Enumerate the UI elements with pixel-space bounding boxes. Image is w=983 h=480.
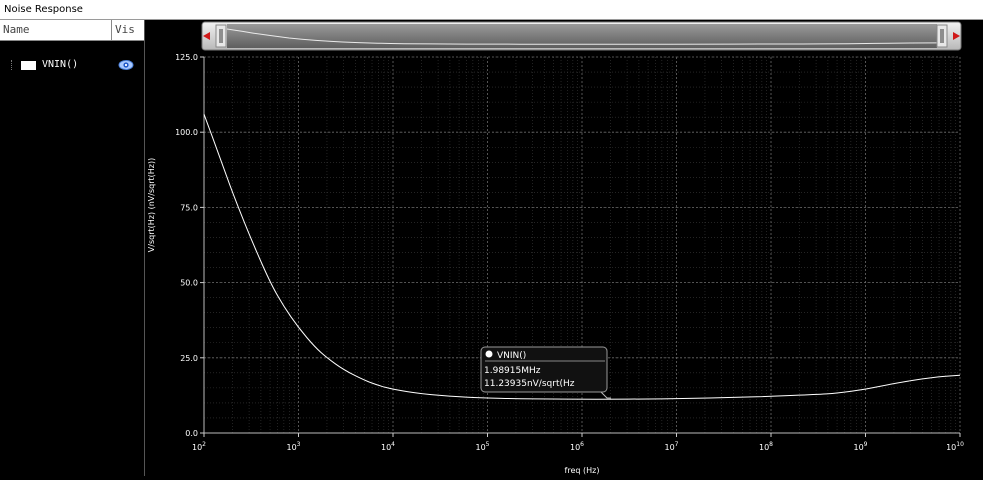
x-tick-exponent: 6: [580, 441, 584, 448]
plot-area[interactable]: 0.0 25.0 50.0 75.0 100.0 125.0 102 103 104 105 106…: [145, 20, 983, 476]
y-tick-label: 0.0: [185, 429, 198, 438]
trace-label: VNIN(): [42, 59, 79, 70]
overview-trace: [226, 28, 938, 45]
x-tick-exponent: 10: [956, 441, 964, 448]
marker-y-value: 11.23935nV/sqrt(Hz: [484, 379, 575, 389]
x-tick-label: 104: [381, 441, 395, 452]
x-tick-exponent: 8: [769, 441, 773, 448]
y-tick-label: 125.0: [175, 53, 198, 62]
marker-box: [480, 346, 608, 393]
scroller-left-handle[interactable]: [215, 24, 227, 48]
trace-color-swatch: [21, 61, 36, 70]
trace-list-panel: Name Vis VNIN(): [0, 20, 145, 476]
x-tick-label: 109: [853, 441, 867, 452]
x-tick-exponent: 7: [675, 441, 679, 448]
arrow-left-icon[interactable]: [203, 32, 210, 40]
column-header-name[interactable]: Name: [0, 20, 112, 40]
x-tick-label: 103: [286, 441, 300, 452]
overview-scroller[interactable]: [201, 21, 962, 51]
x-tick-label: 1010: [946, 441, 964, 452]
marker-pointer: [599, 390, 611, 399]
trace-item-vnin[interactable]: VNIN(): [0, 58, 144, 74]
marker-tooltip[interactable]: VNIN() 1.98915MHz 11.23935nV/sqrt(Hz: [480, 346, 611, 399]
x-tick-exponent: 5: [486, 441, 490, 448]
marker-x-value: 1.98915MHz: [484, 366, 541, 376]
y-tick-label: 100.0: [175, 128, 198, 137]
trace-list-header: Name Vis: [0, 20, 144, 41]
series-line-vnin[interactable]: [203, 114, 961, 400]
x-axis-label: freq (Hz): [565, 466, 600, 475]
x-tick-label: 108: [759, 441, 773, 452]
y-tick-label: 75.0: [180, 203, 198, 212]
x-tick-exponent: 3: [297, 441, 301, 448]
x-tick-exponent: 4: [391, 441, 395, 448]
eye-icon[interactable]: [118, 59, 134, 71]
scroller-right-handle[interactable]: [936, 24, 948, 48]
y-tick-label: 25.0: [180, 354, 198, 363]
y-axis-label: V/sqrt(Hz) (nV/sqrt(Hz)): [147, 158, 156, 252]
column-header-vis[interactable]: Vis: [115, 23, 135, 36]
marker-series-label: VNIN(): [497, 351, 526, 361]
y-tick-label: 50.0: [180, 279, 198, 288]
x-tick-label: 107: [664, 441, 678, 452]
tree-connector: [11, 60, 13, 70]
arrow-right-icon[interactable]: [953, 32, 960, 40]
x-tick-exponent: 2: [202, 441, 206, 448]
marker-dot-icon: [485, 350, 493, 358]
x-tick-exponent: 9: [864, 441, 868, 448]
x-tick-label: 102: [192, 441, 206, 452]
x-tick-label: 105: [475, 441, 489, 452]
x-tick-label: 106: [570, 441, 584, 452]
window-title: Noise Response: [4, 4, 83, 15]
window-titlebar: Noise Response: [0, 0, 983, 20]
